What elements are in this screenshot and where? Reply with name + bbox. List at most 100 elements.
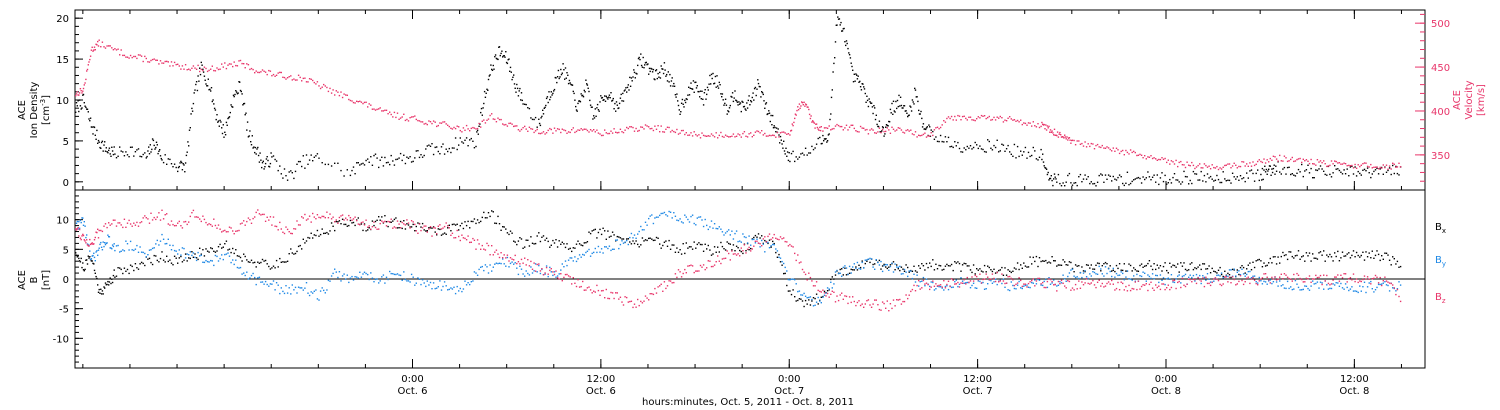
velocity-point [1126, 151, 1129, 154]
by-point [307, 292, 309, 294]
velocity-point [338, 94, 341, 97]
by-point [219, 257, 221, 260]
velocity-point [78, 92, 81, 94]
density-point [1134, 178, 1136, 180]
velocity-point [125, 56, 127, 58]
density-point [568, 79, 571, 82]
by-point [1395, 290, 1397, 292]
bz-point [1131, 287, 1133, 290]
by-point [750, 244, 752, 246]
velocity-point [1368, 166, 1370, 168]
velocity-point [293, 78, 295, 80]
density-point [603, 99, 605, 101]
bx-point [611, 231, 614, 233]
velocity-point [784, 132, 786, 134]
density-point [1057, 173, 1060, 176]
bx-point [1209, 272, 1212, 274]
b-tick-label: 5 [63, 245, 69, 256]
by-point [852, 266, 854, 268]
by-point [1071, 268, 1074, 270]
bx-point [853, 269, 855, 271]
by-point [834, 271, 837, 273]
bz-point [630, 300, 633, 302]
velocity-point [404, 119, 407, 122]
by-point [1335, 282, 1337, 284]
bz-point [214, 224, 217, 227]
bx-point [607, 230, 609, 232]
velocity-tick-label: 450 [1431, 63, 1450, 74]
bx-point [100, 288, 102, 290]
bz-point [897, 299, 899, 301]
velocity-point [1393, 163, 1395, 165]
density-point [1015, 157, 1017, 159]
by-point [301, 287, 303, 289]
velocity-point [330, 92, 333, 94]
bx-point [1170, 266, 1173, 268]
velocity-point [789, 134, 791, 136]
by-point [731, 230, 733, 232]
velocity-point [867, 133, 870, 135]
velocity-point [1346, 165, 1348, 167]
by-point [329, 280, 331, 282]
density-point [507, 59, 509, 61]
velocity-point [447, 124, 449, 126]
by-point [1341, 287, 1344, 289]
by-point [706, 224, 708, 227]
by-point [81, 217, 83, 219]
density-point [503, 55, 505, 57]
density-point [764, 107, 766, 109]
velocity-point [153, 58, 155, 60]
bz-point [916, 284, 918, 287]
bz-point [591, 292, 593, 294]
density-point [1294, 175, 1297, 177]
bx-point [1272, 256, 1275, 258]
velocity-point [952, 119, 954, 121]
bx-point [227, 249, 229, 251]
bz-point [275, 225, 278, 228]
by-point [232, 259, 234, 261]
velocity-point [359, 100, 361, 102]
bx-point [772, 240, 774, 243]
bz-point [657, 286, 659, 288]
bx-point [792, 289, 794, 291]
density-point [1214, 179, 1217, 181]
bz-point [475, 248, 477, 250]
by-point [432, 282, 435, 284]
bz-point [341, 214, 344, 216]
bz-series [75, 209, 1402, 312]
bz-point [1046, 280, 1049, 283]
velocity-point [826, 127, 829, 129]
bz-point [376, 228, 378, 230]
bz-point [560, 273, 562, 275]
density-point [263, 168, 265, 170]
by-point [1392, 287, 1394, 289]
by-point [797, 290, 799, 293]
by-point [1029, 286, 1031, 289]
by-point [1296, 283, 1298, 285]
bx-point [104, 282, 107, 284]
bx-point [1142, 266, 1144, 268]
bz-point [839, 294, 841, 296]
by-point [674, 215, 677, 217]
density-point [955, 145, 957, 147]
bx-point [706, 248, 708, 250]
density-point [1273, 164, 1275, 166]
density-point [589, 99, 591, 102]
bx-point [817, 303, 819, 305]
bz-point [1371, 278, 1373, 280]
bz-point [177, 222, 179, 224]
bx-point [1230, 276, 1232, 279]
bz-point [530, 260, 532, 263]
bx-point [1064, 261, 1066, 263]
bx-point [861, 260, 863, 262]
velocity-point [147, 61, 149, 63]
velocity-point [1213, 166, 1215, 169]
bz-point [1214, 277, 1217, 279]
bx-point [384, 215, 386, 217]
bz-point [1053, 284, 1055, 286]
by-point [1299, 289, 1301, 291]
velocity-point [475, 128, 477, 130]
bz-point [720, 262, 722, 265]
density-point [809, 152, 812, 154]
velocity-point [1084, 141, 1086, 143]
